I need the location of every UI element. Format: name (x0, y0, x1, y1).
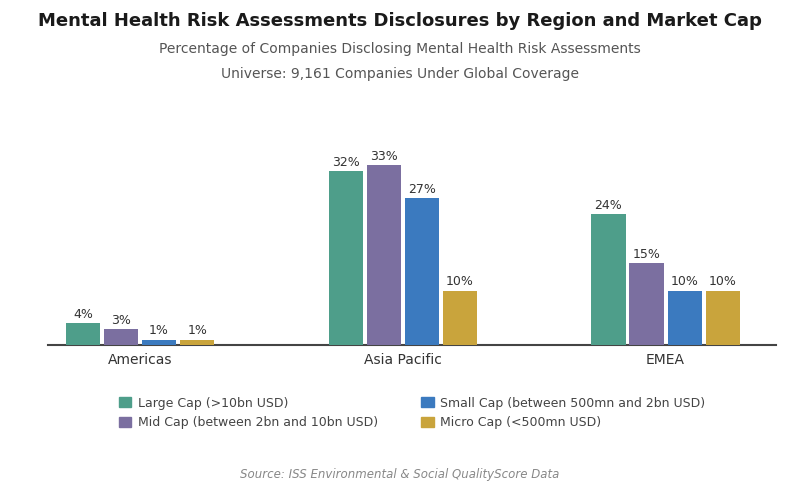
Bar (706, 290, 740, 345)
Text: 1%: 1% (149, 324, 169, 338)
Bar (630, 263, 664, 345)
Text: Percentage of Companies Disclosing Mental Health Risk Assessments: Percentage of Companies Disclosing Menta… (159, 42, 641, 56)
Bar (180, 340, 214, 345)
Text: Mental Health Risk Assessments Disclosures by Region and Market Cap: Mental Health Risk Assessments Disclosur… (38, 12, 762, 31)
Bar (667, 290, 702, 345)
Text: 3%: 3% (111, 314, 131, 326)
Bar (591, 214, 626, 345)
Text: 10%: 10% (670, 276, 698, 288)
Text: 4%: 4% (73, 308, 93, 321)
Bar (405, 198, 439, 345)
Text: 27%: 27% (408, 183, 436, 196)
Text: 1%: 1% (187, 324, 207, 338)
Bar (329, 171, 362, 345)
Bar (104, 329, 138, 345)
Text: 24%: 24% (594, 199, 622, 212)
Text: Universe: 9,161 Companies Under Global Coverage: Universe: 9,161 Companies Under Global C… (221, 67, 579, 80)
Text: 10%: 10% (709, 276, 737, 288)
Text: 10%: 10% (446, 276, 474, 288)
Text: 33%: 33% (370, 150, 398, 163)
Text: Source: ISS Environmental & Social QualityScore Data: Source: ISS Environmental & Social Quali… (240, 468, 560, 481)
Text: 32%: 32% (332, 156, 359, 169)
Text: 15%: 15% (633, 248, 661, 261)
Bar (66, 323, 100, 345)
Bar (142, 340, 176, 345)
Bar (443, 290, 477, 345)
Legend: Large Cap (>10bn USD), Mid Cap (between 2bn and 10bn USD), Small Cap (between 50: Large Cap (>10bn USD), Mid Cap (between … (115, 393, 709, 433)
Bar (366, 165, 401, 345)
